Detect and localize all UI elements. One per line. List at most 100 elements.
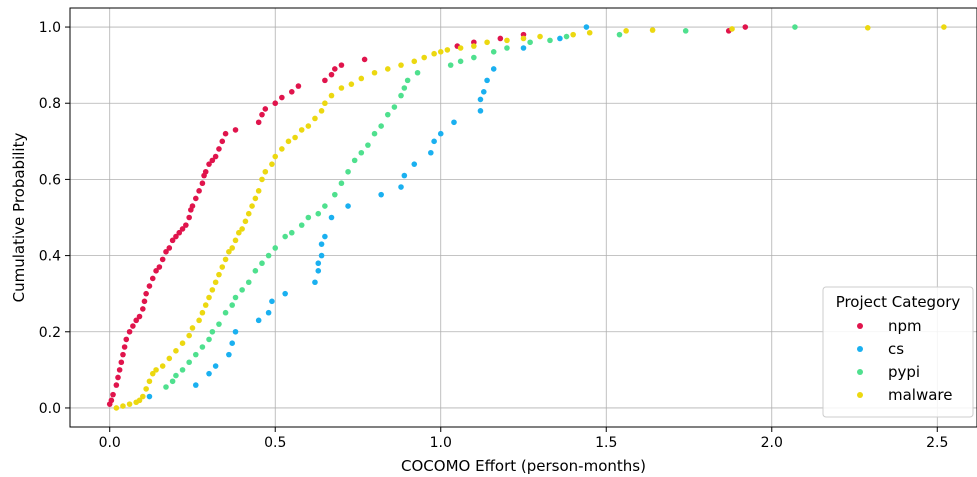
malware-point [292, 134, 298, 141]
cs-point [477, 108, 484, 114]
malware-point [941, 24, 947, 30]
legend-label: pypi [888, 363, 920, 381]
cs-point [401, 172, 408, 179]
malware-point [236, 229, 242, 236]
malware-point [140, 393, 146, 400]
cs-point [477, 96, 484, 103]
legend-entries: npm cs pypi malware [857, 317, 953, 404]
malware-point [371, 69, 378, 76]
npm-point [288, 89, 295, 95]
pypi-point [404, 77, 411, 84]
npm-point [121, 344, 128, 350]
legend-box [822, 286, 974, 418]
cs-point [226, 351, 232, 358]
cs-point [315, 260, 322, 267]
malware-point [586, 29, 593, 36]
npm-point [338, 62, 345, 68]
y-tick-label: 0.6 [39, 172, 61, 188]
cs-point [484, 77, 490, 84]
malware-point [239, 226, 245, 232]
npm-point [113, 382, 120, 388]
cs-point [192, 382, 199, 388]
malware-point [136, 397, 143, 404]
malware-point [318, 108, 325, 114]
malware-point [398, 62, 404, 68]
npm-point [123, 336, 130, 343]
malware-point [186, 332, 192, 339]
npm-point [110, 391, 116, 398]
malware-point [249, 203, 255, 209]
pypi-point [245, 279, 252, 286]
pypi-point [222, 309, 229, 316]
malware-point [222, 256, 229, 263]
npm-point [141, 298, 148, 305]
malware-point [520, 35, 527, 42]
cs-point [520, 45, 527, 51]
npm-point [202, 168, 209, 175]
legend-marker [857, 346, 863, 352]
grid [70, 8, 977, 427]
malware-point [864, 25, 871, 31]
legend-title: Project Category [836, 293, 961, 311]
y-axis-ticks: 0.0 0.2 0.4 0.6 0.8 1.0 [39, 20, 70, 417]
npm-point [118, 359, 125, 366]
npm-point [189, 203, 196, 209]
cs-point [345, 203, 351, 209]
pypi-point [504, 45, 510, 51]
pypi-point [252, 268, 259, 274]
pypi-point [315, 210, 322, 217]
npm-point [192, 195, 199, 202]
malware-point [437, 49, 444, 55]
npm-point [146, 283, 153, 289]
malware-point [245, 210, 252, 217]
pypi-point [199, 344, 206, 350]
npm-point [196, 188, 202, 194]
pypi-point [682, 28, 689, 34]
malware-point [537, 33, 543, 40]
npm-point [159, 256, 166, 263]
malware-point [232, 237, 239, 244]
cs-point [318, 241, 325, 247]
cs-point [480, 89, 487, 95]
malware-point [348, 81, 355, 87]
cs-point [437, 130, 444, 137]
malware-point [338, 85, 345, 91]
npm-point [153, 268, 159, 274]
legend-entry-malware: malware [857, 386, 953, 404]
npm-point [130, 323, 136, 329]
malware-point [196, 317, 202, 324]
npm-point [262, 106, 269, 112]
npm-point [173, 233, 179, 240]
pypi-point [384, 111, 391, 118]
pypi-point [378, 123, 384, 129]
malware-point [189, 325, 196, 331]
pypi-point [322, 203, 328, 209]
malware-point [173, 348, 179, 354]
npm-point [322, 77, 328, 84]
cs-point [232, 328, 239, 335]
malware-point [649, 27, 656, 33]
npm-point [116, 367, 123, 373]
malware-point [269, 161, 275, 167]
cs-point [212, 363, 219, 369]
pypi-point [259, 260, 265, 267]
x-tick-label: 0.0 [99, 435, 121, 451]
malware-point [384, 66, 391, 72]
malware-point [212, 279, 219, 286]
y-tick-label: 0.2 [39, 325, 61, 341]
npm-point [126, 328, 133, 335]
pypi-point [272, 245, 279, 251]
cs-point [146, 393, 153, 400]
pypi-point [282, 233, 288, 240]
pypi-point [232, 294, 239, 301]
pypi-point [447, 62, 454, 68]
pypi-point [398, 92, 404, 99]
npm-point [108, 397, 115, 404]
pypi-point [179, 367, 186, 373]
npm-point [255, 119, 262, 126]
npm-point [120, 351, 126, 358]
series-npm [106, 24, 749, 407]
malware-point [166, 355, 173, 362]
malware-point [471, 43, 477, 49]
malware-point [226, 248, 232, 255]
